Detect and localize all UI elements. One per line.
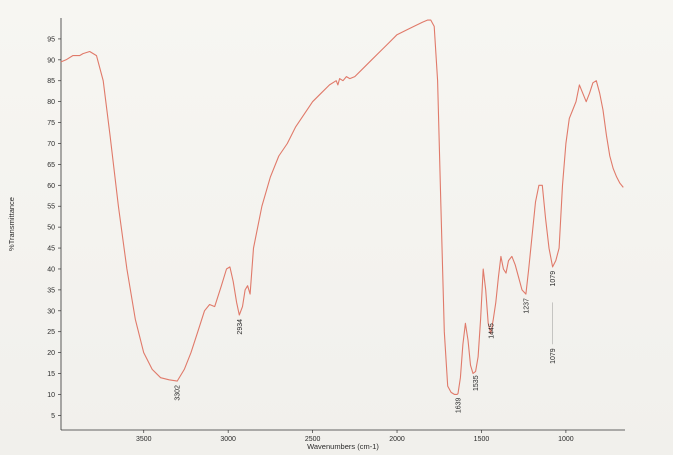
transmittance-series-line [60, 19, 624, 395]
axes [60, 18, 625, 431]
y-tick-label: 5 [51, 413, 55, 420]
y-tick-label: 75 [47, 120, 55, 127]
y-tick-label: 40 [47, 266, 55, 273]
x-tick-label: 2500 [305, 436, 321, 443]
peak-label: 1079 [550, 348, 557, 364]
y-tick-label: 60 [47, 183, 55, 190]
y-tick-label: 10 [47, 392, 55, 399]
peak-markers: 3302 2934 1639 1535 1445 1237 1079 1079 [175, 271, 557, 413]
y-tick-label: 70 [47, 141, 55, 148]
x-tick-label: 1500 [474, 436, 490, 443]
x-tick-label: 1000 [558, 436, 574, 443]
y-tick-label: 25 [47, 329, 55, 336]
peak-label: 1445 [488, 323, 495, 339]
peak-label: 1639 [456, 397, 463, 413]
x-axis-title: Wavenumbers (cm-1) [307, 442, 379, 451]
x-tick-label: 3500 [136, 436, 152, 443]
y-tick-label: 30 [47, 308, 55, 315]
y-tick-label: 45 [47, 246, 55, 253]
x-ticks: 3500 3000 2500 2000 1500 1000 [136, 430, 574, 443]
y-tick-label: 55 [47, 204, 55, 211]
y-tick-label: 15 [47, 371, 55, 378]
peak-label: 1535 [473, 375, 480, 391]
x-tick-label: 3000 [220, 436, 236, 443]
y-tick-label: 80 [47, 99, 55, 106]
y-tick-label: 65 [47, 162, 55, 169]
x-tick-label: 2000 [389, 436, 405, 443]
y-tick-label: 35 [47, 287, 55, 294]
peak-label: 3302 [175, 385, 182, 401]
y-axis-title: %Transmittance [7, 197, 16, 251]
y-tick-label: 90 [47, 57, 55, 64]
y-tick-label: 50 [47, 225, 55, 232]
peak-label: 2934 [237, 319, 244, 335]
y-tick-label: 85 [47, 78, 55, 85]
peak-label: 1079 [550, 271, 557, 287]
peak-label: 1237 [523, 298, 530, 314]
y-ticks: 5 10 15 20 25 30 35 40 45 50 55 60 65 70 75 80 85 90 95 [47, 36, 61, 420]
y-tick-label: 95 [47, 36, 55, 43]
y-tick-label: 20 [47, 350, 55, 357]
